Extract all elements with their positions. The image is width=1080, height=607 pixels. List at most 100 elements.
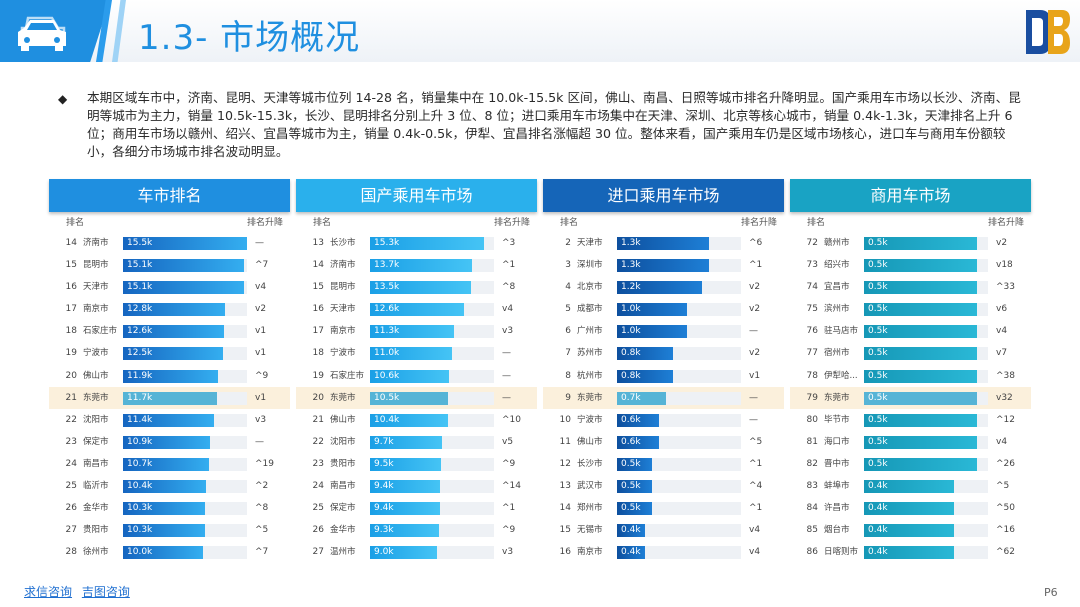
rank-number: 15 <box>312 282 324 293</box>
city-name: 日喀则市 <box>824 547 859 558</box>
city-name: 烟台市 <box>824 525 850 536</box>
table-row: 10 宁波市 0.6k — <box>543 409 784 431</box>
rank-number: 83 <box>806 481 818 492</box>
sales-value: 10.4k <box>374 414 400 425</box>
table-row: 28 徐州市 10.0k ^7 <box>49 541 290 563</box>
bar-track: 9.0k <box>370 546 494 560</box>
column-header-change: 排名升降 <box>493 218 530 228</box>
rank-change: v2 <box>749 282 761 293</box>
rank-change: — <box>749 392 758 403</box>
rank-number: 5 <box>565 304 571 315</box>
bar-track: 9.7k <box>370 435 494 449</box>
rank-number: 12 <box>559 458 571 469</box>
page-number: P6 <box>1044 586 1058 599</box>
rank-number: 11 <box>559 436 571 447</box>
rank-number: 77 <box>806 348 818 359</box>
rank-number: 16 <box>559 547 571 558</box>
table-row: 26 金华市 10.3k ^8 <box>49 497 290 519</box>
bar-track: 9.4k <box>370 480 494 494</box>
rank-change: ^19 <box>255 458 274 469</box>
ranking-panel: 商用车市场 排名 排名升降 72 赣州市 0.5k v2 73 绍兴市 0.5k v18 74 宜昌市 0… <box>790 179 1031 564</box>
city-name: 天津市 <box>577 238 603 248</box>
city-name: 广州市 <box>577 326 603 337</box>
rank-change: ^1 <box>749 503 763 514</box>
footer-link-2[interactable]: 吉图咨询 <box>81 585 130 599</box>
sales-value: 1.3k <box>621 260 641 271</box>
rank-number: 9 <box>565 392 571 403</box>
sales-value: 0.4k <box>621 525 641 536</box>
sales-value: 9.4k <box>374 503 394 514</box>
rank-number: 13 <box>559 481 571 492</box>
bar-track: 10.9k <box>123 435 247 449</box>
sales-bar: 0.8k <box>617 369 674 383</box>
sales-bar: 15.1k <box>123 281 244 295</box>
city-name: 杭州市 <box>577 370 603 381</box>
rank-number: 85 <box>806 525 818 536</box>
rank-number: 24 <box>312 481 324 492</box>
rank-number: 13 <box>312 238 324 248</box>
bar-track: 0.6k <box>617 435 741 449</box>
rank-number: 16 <box>312 304 324 315</box>
sales-bar: 0.4k <box>864 502 955 516</box>
table-row: 3 深圳市 1.3k ^1 <box>543 254 784 276</box>
ranking-panel: 进口乘用车市场 排名 排名升降 2 天津市 1.3k ^6 3 深圳市 1.3k ^1 4 北京市 1.2… <box>543 179 784 564</box>
table-row: 18 宁波市 11.0k — <box>296 342 537 364</box>
table-row: 4 北京市 1.2k v2 <box>543 276 784 298</box>
sales-bar: 0.6k <box>617 435 660 449</box>
bar-track: 1.0k <box>617 303 741 317</box>
rank-number: 15 <box>65 260 77 271</box>
sales-bar: 0.5k <box>864 391 977 405</box>
rank-number: 26 <box>312 525 324 536</box>
bar-track: 10.4k <box>370 413 494 427</box>
rank-change: ^14 <box>502 481 521 492</box>
table-row: 23 保定市 10.9k — <box>49 431 290 453</box>
footer-link-1[interactable]: 求信咨询 <box>24 585 73 599</box>
rank-number: 28 <box>65 547 77 558</box>
sales-value: 0.5k <box>868 436 888 447</box>
city-name: 海口市 <box>824 436 850 447</box>
sales-value: 0.5k <box>621 503 641 514</box>
bar-track: 0.6k <box>617 413 741 427</box>
rank-number: 17 <box>65 304 77 315</box>
rank-number: 74 <box>806 282 818 293</box>
bar-track: 0.5k <box>864 457 988 471</box>
sales-bar: 1.3k <box>617 237 709 250</box>
summary-text: 本期区域车市中，济南、昆明、天津等城市位列 14-28 名，销量集中在 10.0… <box>87 90 1021 159</box>
sales-value: 11.9k <box>127 370 153 381</box>
table-row: 17 南京市 12.8k v2 <box>49 298 290 320</box>
rank-change: v1 <box>255 348 267 359</box>
sales-value: 15.1k <box>127 282 153 293</box>
sales-value: 0.5k <box>868 260 888 271</box>
sales-bar: 0.5k <box>864 259 977 273</box>
rank-change: — <box>502 348 511 359</box>
sales-bar: 11.9k <box>123 369 219 383</box>
city-name: 苏州市 <box>577 348 603 359</box>
sales-value: 0.4k <box>868 503 888 514</box>
sales-value: 11.3k <box>374 326 400 337</box>
rank-number: 81 <box>806 436 818 447</box>
rank-number: 15 <box>559 525 571 536</box>
sales-value: 1.3k <box>621 238 641 248</box>
sales-bar: 9.0k <box>370 546 438 560</box>
city-name: 赣州市 <box>824 238 850 248</box>
sales-value: 0.5k <box>868 414 888 425</box>
table-row: 84 许昌市 0.4k ^50 <box>790 497 1031 519</box>
sales-bar: 12.6k <box>370 303 465 317</box>
bar-track: 15.1k <box>123 281 247 295</box>
table-row: 19 宁波市 12.5k v1 <box>49 342 290 364</box>
rank-number: 14 <box>559 503 571 514</box>
rank-change: ^5 <box>996 481 1010 492</box>
city-name: 伊犁哈... <box>824 370 858 381</box>
bar-track: 11.0k <box>370 347 494 361</box>
sales-bar: 0.5k <box>617 457 653 471</box>
city-name: 昆明市 <box>330 282 356 293</box>
sales-value: 12.6k <box>374 304 400 315</box>
rank-change: ^1 <box>502 503 516 514</box>
bar-track: 0.5k <box>864 237 988 250</box>
sales-bar: 0.5k <box>864 237 977 250</box>
rank-number: 78 <box>806 370 818 381</box>
sales-bar: 0.5k <box>864 413 977 427</box>
column-header-rank: 排名 <box>66 218 85 228</box>
rank-change: ^62 <box>996 547 1015 558</box>
sales-value: 0.5k <box>868 392 888 403</box>
